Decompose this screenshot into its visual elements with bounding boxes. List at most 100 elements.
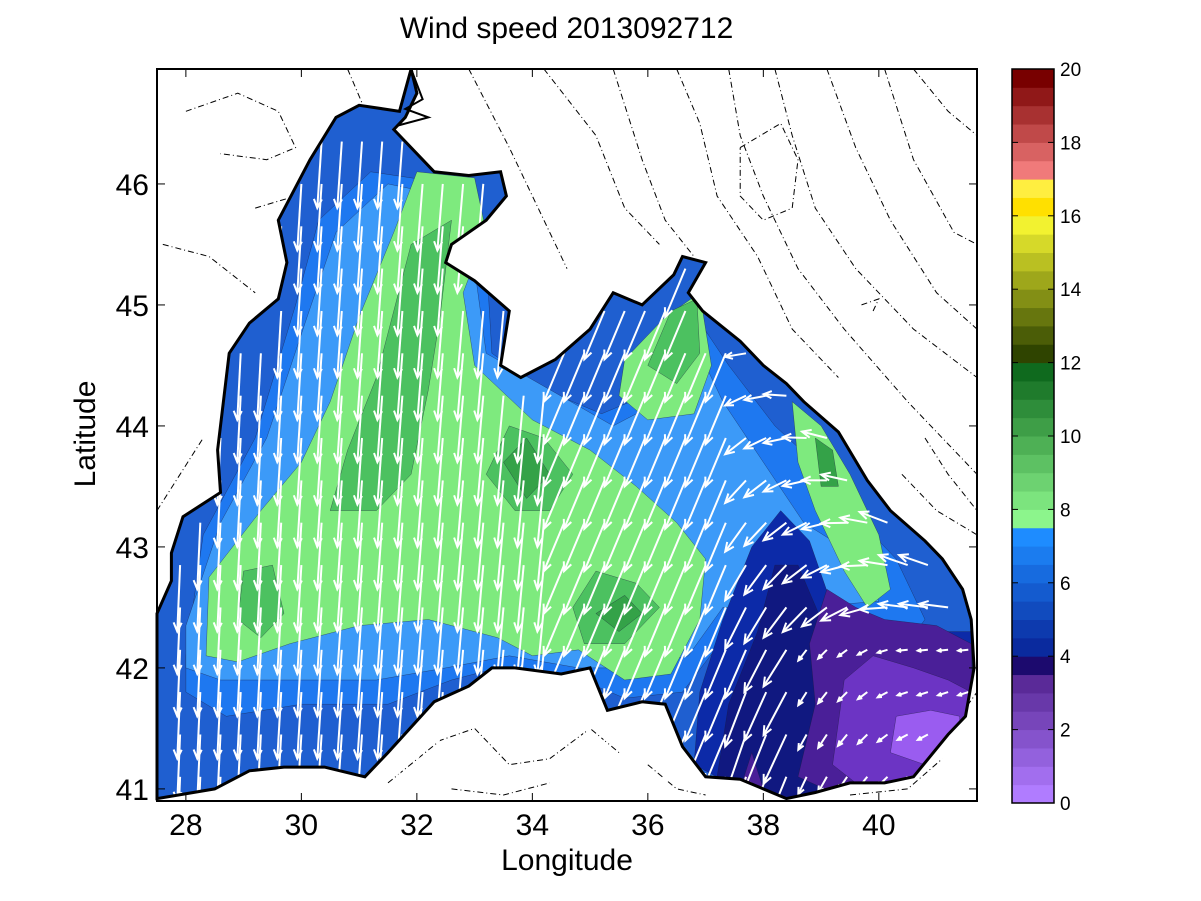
wind-arrow — [743, 691, 768, 742]
wind-arrow — [563, 564, 586, 614]
land-contour-line — [913, 68, 978, 136]
wind-arrow-head — [603, 561, 613, 574]
wind-arrow-head — [332, 664, 343, 677]
wind-arrow — [644, 649, 667, 699]
wind-arrow — [356, 141, 363, 209]
wind-arrow — [840, 516, 868, 524]
wind-arrow — [316, 692, 323, 759]
wind-arrow-head — [762, 773, 772, 787]
colorbar-tick-label: 0 — [1060, 794, 1071, 815]
wind-arrow-head — [855, 650, 862, 656]
colorbar-band — [1012, 784, 1054, 804]
wind-arrow — [743, 564, 768, 596]
wind-arrow-head — [623, 688, 633, 701]
wind-arrow-head — [915, 691, 922, 697]
wind-arrow-head — [643, 518, 653, 532]
wind-arrow — [236, 734, 242, 802]
wind-arrow — [276, 480, 283, 547]
wind-arrow-head — [562, 688, 572, 701]
wind-arrow-head — [232, 749, 243, 762]
wind-arrow — [644, 607, 667, 657]
wind-arrow-head — [583, 561, 593, 574]
wind-arrow — [336, 310, 343, 378]
wind-arrow-head — [453, 579, 464, 592]
wind-arrow-head — [875, 649, 882, 655]
wind-arrow — [436, 692, 444, 759]
wind-arrow-head — [542, 688, 552, 701]
wind-arrow-head — [723, 833, 733, 847]
colorbar-band — [1012, 454, 1054, 474]
wind-arrow-head — [212, 622, 223, 635]
wind-arrow-head — [742, 394, 753, 403]
wind-arrow — [436, 353, 444, 420]
wind-arrow-head — [562, 561, 572, 574]
wind-arrow-head — [780, 432, 792, 443]
coastline-detail — [396, 68, 432, 127]
wind-arrow — [704, 607, 727, 657]
wind-arrow-head — [876, 553, 889, 563]
land-contour-line — [884, 68, 978, 245]
wind-arrow — [536, 649, 545, 717]
wind-arrow-head — [433, 452, 444, 465]
wind-arrow-head — [623, 391, 633, 404]
wind-arrow — [496, 480, 505, 547]
wind-arrow-head — [684, 518, 694, 532]
wind-arrow-head — [761, 390, 773, 400]
colorbar-band — [1012, 252, 1054, 272]
wind-arrow — [724, 606, 747, 650]
wind-arrow — [296, 226, 303, 293]
wind-arrow-head — [542, 518, 552, 532]
land-contour-line — [185, 92, 297, 161]
wind-arrow-head — [623, 730, 633, 743]
wind-arrow-head — [722, 351, 734, 360]
wind-arrow — [623, 480, 646, 530]
wind-arrow-head — [473, 621, 484, 635]
wind-arrow — [276, 692, 283, 759]
wind-arrow — [743, 649, 768, 693]
wind-arrow-head — [780, 574, 793, 585]
wind-arrow — [476, 649, 485, 717]
wind-arrow — [436, 437, 444, 505]
wind-arrow-head — [453, 283, 464, 296]
wind-arrow — [216, 565, 222, 632]
wind-arrow — [336, 522, 343, 590]
wind-arrow — [583, 310, 606, 360]
wind-arrow — [623, 437, 646, 487]
wind-arrow-head — [493, 494, 504, 508]
wind-arrow-head — [583, 518, 593, 532]
wind-arrow-head — [312, 325, 323, 338]
wind-arrow-head — [542, 645, 552, 659]
colorbar-band — [1012, 142, 1054, 162]
x-axis-label: Longitude — [501, 844, 633, 877]
colorbar-band — [1012, 197, 1054, 217]
wind-arrow — [724, 479, 747, 504]
wind-arrow-head — [533, 579, 544, 592]
wind-arrow — [276, 395, 283, 463]
wind-arrow-head — [453, 240, 464, 253]
wind-arrow-head — [473, 410, 484, 423]
wind-arrow — [456, 649, 465, 717]
wind-arrow-head — [252, 664, 263, 677]
wind-arrow-head — [799, 475, 812, 486]
wind-arrow-head — [433, 325, 444, 338]
wind-arrow-head — [232, 537, 243, 550]
wind-arrow — [603, 480, 626, 530]
wind-arrow — [476, 183, 485, 251]
wind-arrow — [603, 691, 626, 741]
wind-arrow — [256, 395, 262, 463]
wind-arrow — [664, 352, 687, 403]
wind-arrow-head — [542, 434, 552, 447]
colorbar-band — [1012, 87, 1054, 107]
wind-arrow — [256, 734, 262, 802]
wind-arrow-head — [292, 664, 303, 677]
wind-arrow-head — [192, 706, 203, 719]
wind-arrow-head — [684, 645, 694, 659]
wind-arrow-head — [373, 367, 383, 380]
wind-arrow — [684, 564, 707, 614]
wind-arrow-head — [800, 617, 812, 628]
wind-arrow — [817, 776, 828, 793]
wind-arrow-head — [643, 730, 653, 743]
wind-arrow-head — [433, 706, 444, 719]
wind-arrow-head — [473, 240, 484, 253]
